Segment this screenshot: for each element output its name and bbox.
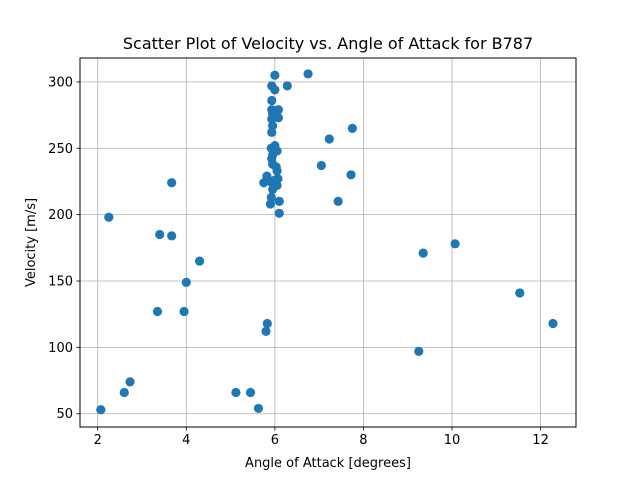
data-point [450,239,460,249]
data-point [104,212,114,222]
data-point [262,318,272,329]
data-point [261,326,271,337]
data-point [231,387,241,398]
x-tick-label: 8 [359,433,367,448]
data-points [96,69,558,415]
data-point [272,146,282,156]
x-tick-label: 4 [182,433,190,448]
axis-ticks: 2 4 6 8 10 12 50 100 150 200 250 300 [48,75,549,448]
data-point [324,134,334,144]
x-axis-label: Angle of Attack [degrees] [245,456,411,471]
x-tick-label: 10 [444,433,461,448]
x-tick-label: 6 [271,433,279,448]
y-tick-label: 200 [48,208,73,223]
chart-title: Scatter Plot of Velocity vs. Angle of At… [123,34,533,53]
y-tick-label: 250 [48,142,73,157]
data-point [273,113,283,123]
plot-frame [79,57,577,428]
data-point [267,95,277,106]
data-point [96,405,106,415]
data-point [253,403,264,414]
data-point [270,70,280,80]
y-tick-label: 100 [48,341,73,356]
data-point [333,196,343,206]
y-tick-label: 50 [56,407,73,422]
data-point [272,166,282,176]
x-tick-label: 2 [94,433,102,448]
data-point [245,387,256,398]
data-point [273,105,283,115]
data-point [181,277,191,287]
data-point [347,123,357,133]
y-tick-label: 300 [48,75,73,90]
data-point [548,318,558,329]
data-point [515,288,525,298]
data-point [414,346,424,356]
data-point [155,229,165,240]
x-tick-label: 12 [532,433,549,448]
data-point [125,377,135,387]
data-point [418,248,428,258]
data-point [270,85,280,95]
data-point [119,387,129,398]
y-axis-label: Velocity [m/s] [24,198,39,287]
data-point [346,170,356,180]
data-point [194,256,205,266]
data-point [167,231,177,241]
data-point [303,69,313,79]
data-point [152,306,163,317]
data-point [274,196,284,206]
data-point [267,105,277,115]
data-point [167,178,177,188]
data-point [274,208,284,218]
data-point [266,192,276,202]
data-point [273,174,283,184]
data-point [282,81,292,91]
y-tick-label: 150 [48,274,73,289]
data-point [316,160,326,171]
data-point [179,306,189,317]
